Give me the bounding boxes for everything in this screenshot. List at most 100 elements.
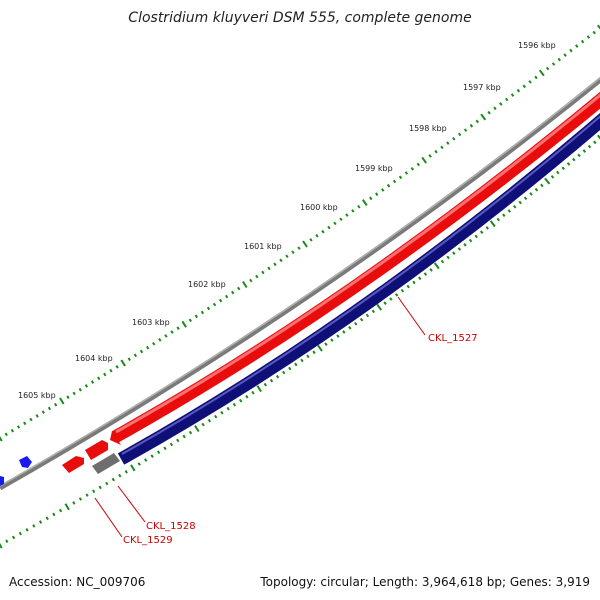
minor-tick [345,213,349,217]
ruler-tick-label: 1599 kbp [355,164,393,173]
minor-tick [92,489,96,494]
reverse-feature[interactable] [117,113,600,465]
minor-tick [446,255,450,260]
minor-tick [124,469,128,474]
minor-tick [97,376,101,381]
minor-tick [10,428,15,433]
major-tick [376,303,383,311]
minor-tick [504,97,509,102]
minor-tick [404,171,409,175]
minor-tick [158,338,162,342]
minor-tick [4,432,8,437]
major-tick [597,134,600,140]
minor-tick [237,286,241,291]
minor-tick [566,162,571,166]
major-tick [256,385,262,393]
minor-tick [592,30,596,35]
minor-tick [386,183,391,188]
minor-tick [315,233,319,238]
minor-tick [231,290,235,295]
minor-tick [255,274,259,279]
major-tick [59,397,65,405]
minor-tick [529,192,533,196]
minor-tick [369,196,373,201]
minor-tick [374,192,379,196]
minor-tick [269,378,274,383]
minor-tick [400,288,405,293]
reverse-feature-highlight [121,115,600,455]
minor-tick [582,149,587,153]
minor-tick [587,144,592,149]
minor-tick [212,302,217,307]
gene-label-ckl-1529[interactable]: CKL_1529 [123,535,173,546]
minor-tick [38,520,43,524]
minor-tick [118,473,122,478]
minor-tick [309,238,313,242]
minor-tick [452,251,456,255]
minor-tick [164,334,168,338]
minor-tick [534,187,539,192]
callout-line-ckl-1528 [117,485,146,523]
ruler-tick-label: 1604 kbp [75,354,113,363]
minor-tick [16,425,21,429]
minor-tick [297,246,301,250]
minor-tick [207,418,212,423]
minor-tick [194,314,199,319]
minor-tick [214,414,218,419]
minor-tick [502,213,506,218]
grey-feature[interactable] [92,453,120,474]
minor-tick [333,221,337,226]
minor-tick [327,225,331,230]
gene-arrow-ckl-1529[interactable] [62,456,84,473]
minor-tick [410,167,415,171]
minor-tick [446,141,450,145]
minor-tick [201,422,205,427]
ruler-tick-label: 1600 kbp [300,203,338,212]
minor-tick [394,293,399,297]
minor-tick [389,297,393,301]
ruler-tick-label: 1596 kbp [518,41,556,50]
gene-arrow-ckl-1528[interactable] [85,440,108,460]
minor-tick [330,338,334,342]
minor-tick [226,406,230,411]
minor-tick [111,477,115,482]
genome-backbone-highlight [0,77,600,487]
gene-label-ckl-1527[interactable]: CKL_1527 [428,333,478,344]
accession-label: Accession: NC_009706 [9,575,146,589]
minor-tick [294,362,298,367]
minor-tick [429,268,433,272]
minor-tick [145,345,150,350]
minor-tick [103,372,107,377]
minor-tick [586,35,591,39]
minor-tick [513,204,517,209]
minor-tick [339,217,343,222]
minor-tick [105,481,109,486]
minor-tick [98,485,102,490]
minor-tick [469,123,474,128]
major-tick [242,281,248,289]
minor-tick [245,394,249,399]
minor-tick [516,88,521,93]
minor-tick [232,402,237,407]
ruler-tick-label: 1597 kbp [463,83,501,92]
minor-tick [540,183,544,188]
minor-tick [434,149,438,154]
gene-label-ckl-1528[interactable]: CKL_1528 [146,521,196,532]
minor-tick [275,374,280,379]
major-tick [480,113,487,121]
major-tick [194,425,200,433]
blue-feature[interactable] [19,456,32,468]
minor-tick [78,387,82,392]
minor-tick [463,128,468,132]
minor-tick [510,93,515,97]
gene-arrow-ckl-1527[interactable] [111,91,600,443]
gene-arrowhead [110,431,121,445]
minor-tick [47,406,52,411]
minor-tick [416,162,421,167]
minor-tick [23,421,27,426]
blue-feature[interactable] [0,476,4,486]
minor-tick [176,326,180,330]
minor-tick [32,524,36,528]
major-tick [130,464,136,472]
